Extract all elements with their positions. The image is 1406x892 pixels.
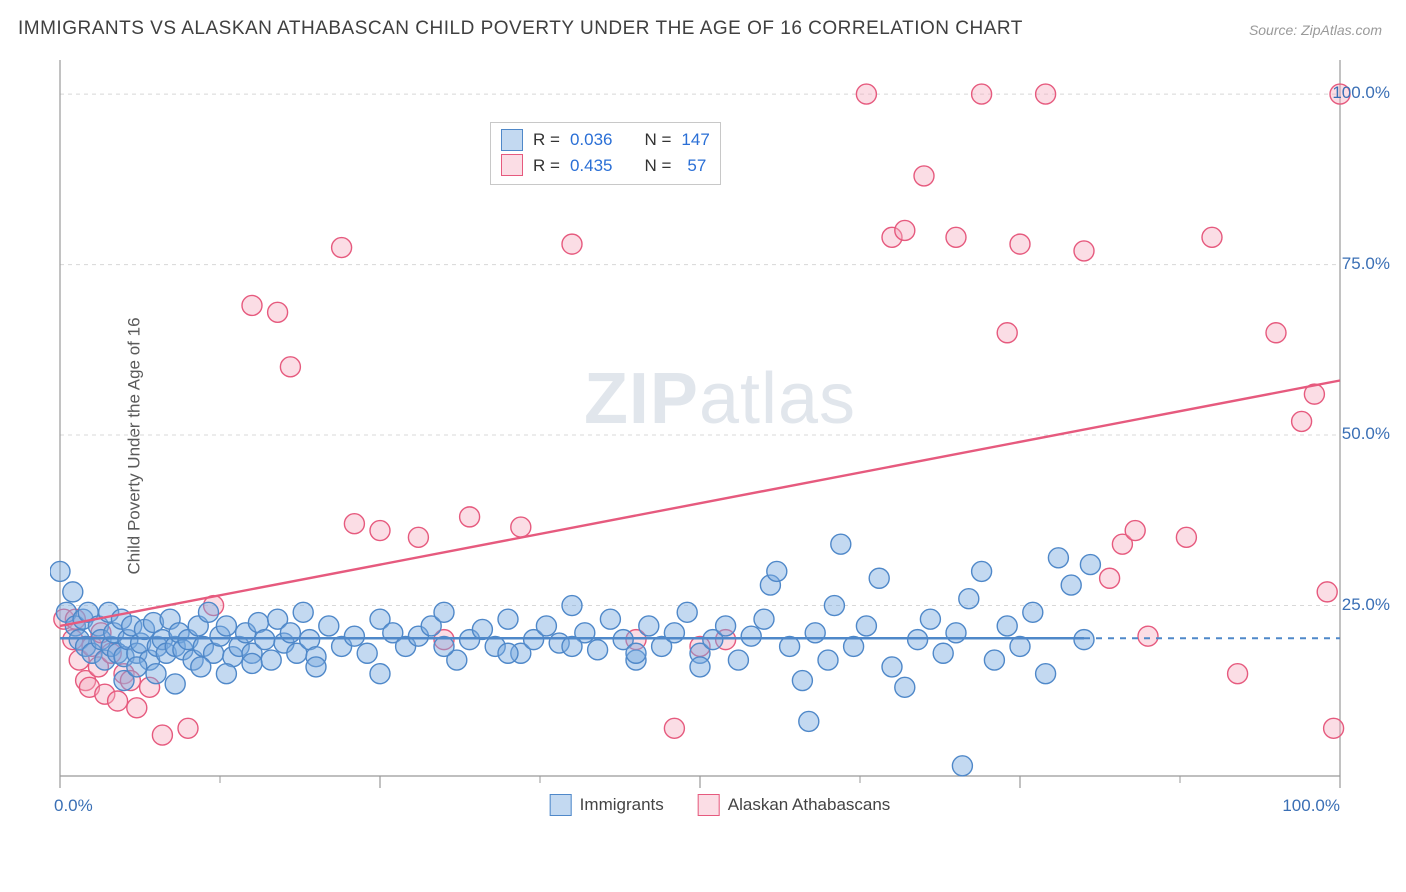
stat-n-immigrants: 147 [681, 127, 709, 153]
legend-item-immigrants: Immigrants [550, 794, 664, 816]
swatch-immigrants [501, 129, 523, 151]
legend-label-immigrants: Immigrants [580, 795, 664, 815]
legend-swatch-athabascans [698, 794, 720, 816]
legend-swatch-immigrants [550, 794, 572, 816]
y-tick-label-25: 25.0% [1342, 595, 1390, 615]
bottom-legend: Immigrants Alaskan Athabascans [550, 794, 891, 816]
stat-n-athabascans: 57 [681, 153, 706, 179]
y-tick-label-50: 50.0% [1342, 424, 1390, 444]
source-attribution: Source: ZipAtlas.com [1249, 22, 1382, 38]
plot-area: ZIPatlas R = 0.036 N = 147 R = 0.435 N =… [50, 60, 1390, 830]
stat-label-r: R = [533, 127, 560, 153]
stat-label-n2: N = [644, 153, 671, 179]
stat-r-immigrants: 0.036 [570, 127, 613, 153]
stat-label-n: N = [644, 127, 671, 153]
legend-label-athabascans: Alaskan Athabascans [728, 795, 891, 815]
legend-item-athabascans: Alaskan Athabascans [698, 794, 891, 816]
swatch-athabascans [501, 154, 523, 176]
chart-title: IMMIGRANTS VS ALASKAN ATHABASCAN CHILD P… [18, 18, 1023, 40]
stat-label-r2: R = [533, 153, 560, 179]
y-tick-label-100: 100.0% [1332, 83, 1390, 103]
x-tick-label-max: 100.0% [1282, 796, 1340, 816]
stat-r-athabascans: 0.435 [570, 153, 613, 179]
stats-legend-row-immigrants: R = 0.036 N = 147 [501, 127, 710, 153]
y-tick-label-75: 75.0% [1342, 254, 1390, 274]
stats-legend: R = 0.036 N = 147 R = 0.435 N = 57 [490, 122, 721, 185]
stats-legend-row-athabascans: R = 0.435 N = 57 [501, 153, 710, 179]
x-tick-label-min: 0.0% [54, 796, 93, 816]
